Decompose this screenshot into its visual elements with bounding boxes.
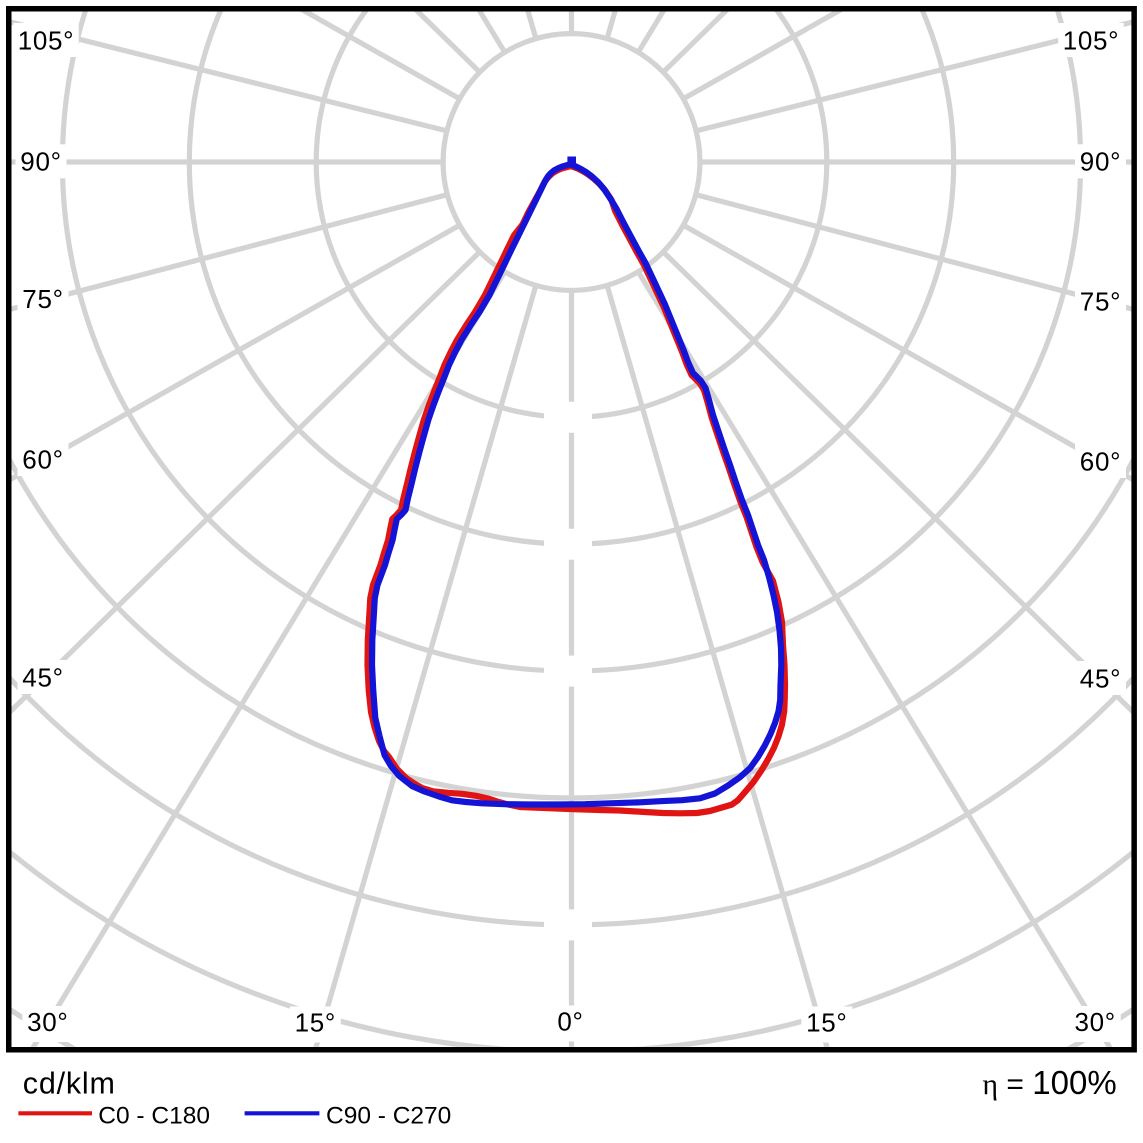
svg-text:30°: 30° xyxy=(27,1007,68,1037)
svg-text:105°: 105° xyxy=(18,25,75,55)
svg-text:15°: 15° xyxy=(806,1007,847,1037)
svg-text:45°: 45° xyxy=(1080,663,1121,693)
svg-text:C0 - C180: C0 - C180 xyxy=(98,1102,210,1129)
svg-text:cd/klm: cd/klm xyxy=(23,1067,116,1101)
svg-text:90°: 90° xyxy=(20,147,61,177)
svg-text:60°: 60° xyxy=(22,444,63,474)
svg-text:45°: 45° xyxy=(22,662,63,692)
svg-text:η = 100%: η = 100% xyxy=(982,1064,1116,1101)
svg-text:60°: 60° xyxy=(1080,446,1121,476)
svg-text:105°: 105° xyxy=(1063,25,1120,55)
svg-text:30°: 30° xyxy=(1074,1007,1115,1037)
svg-text:C90 - C270: C90 - C270 xyxy=(326,1102,451,1129)
svg-text:75°: 75° xyxy=(1080,286,1121,316)
svg-text:0°: 0° xyxy=(557,1006,583,1036)
svg-text:75°: 75° xyxy=(22,284,63,314)
svg-text:90°: 90° xyxy=(1080,147,1121,177)
svg-text:15°: 15° xyxy=(295,1007,336,1037)
